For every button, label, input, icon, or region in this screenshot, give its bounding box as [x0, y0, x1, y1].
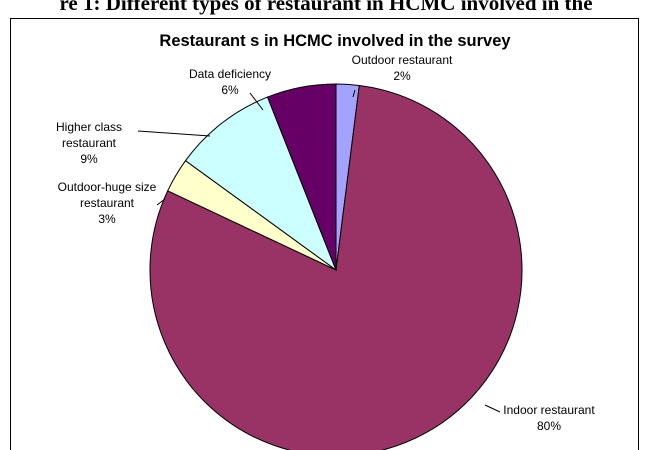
slice-percent: 3% [98, 212, 116, 226]
slice-name: Indoor restaurant [503, 403, 595, 417]
slice-name: Higher class [56, 120, 122, 134]
slice-name: restaurant [80, 196, 135, 210]
slice-name: Outdoor restaurant [352, 53, 453, 67]
leader-line [137, 130, 211, 137]
slice-percent: 80% [537, 419, 561, 433]
pie-slice-higher-class-restaurant [184, 96, 338, 272]
pie-slices [149, 83, 523, 450]
slice-label: Outdoor restaurant 2% [352, 53, 453, 83]
slice-name: Data deficiency [189, 67, 271, 81]
slice-percent: 2% [393, 69, 411, 83]
slice-percent: 9% [80, 152, 98, 166]
slice-percent: 6% [221, 83, 239, 97]
leader-line [249, 92, 264, 111]
leader-line [156, 198, 166, 206]
leader-line [352, 89, 356, 98]
slice-label: Higher class restaurant 9% [56, 120, 122, 166]
leader-line [484, 404, 501, 413]
slice-label: Outdoor-huge size restaurant 3% [58, 180, 157, 226]
slice-labels: Outdoor restaurant 2% Indoor restaurant 80%… [56, 53, 595, 433]
slice-name: restaurant [62, 136, 117, 150]
pie-slice-data-deficiency [266, 83, 337, 271]
chart-title: Restaurant s in HCMC involved in the sur… [159, 32, 511, 50]
slice-label: Indoor restaurant 80% [503, 403, 595, 433]
leader-lines [137, 89, 501, 413]
figure-caption: re 1: Different types of restaurant in H… [59, 0, 593, 15]
slice-name: Outdoor-huge size [58, 180, 157, 194]
pie-slice-indoor-restaurant [149, 84, 523, 450]
slice-label: Data deficiency 6% [189, 67, 271, 97]
